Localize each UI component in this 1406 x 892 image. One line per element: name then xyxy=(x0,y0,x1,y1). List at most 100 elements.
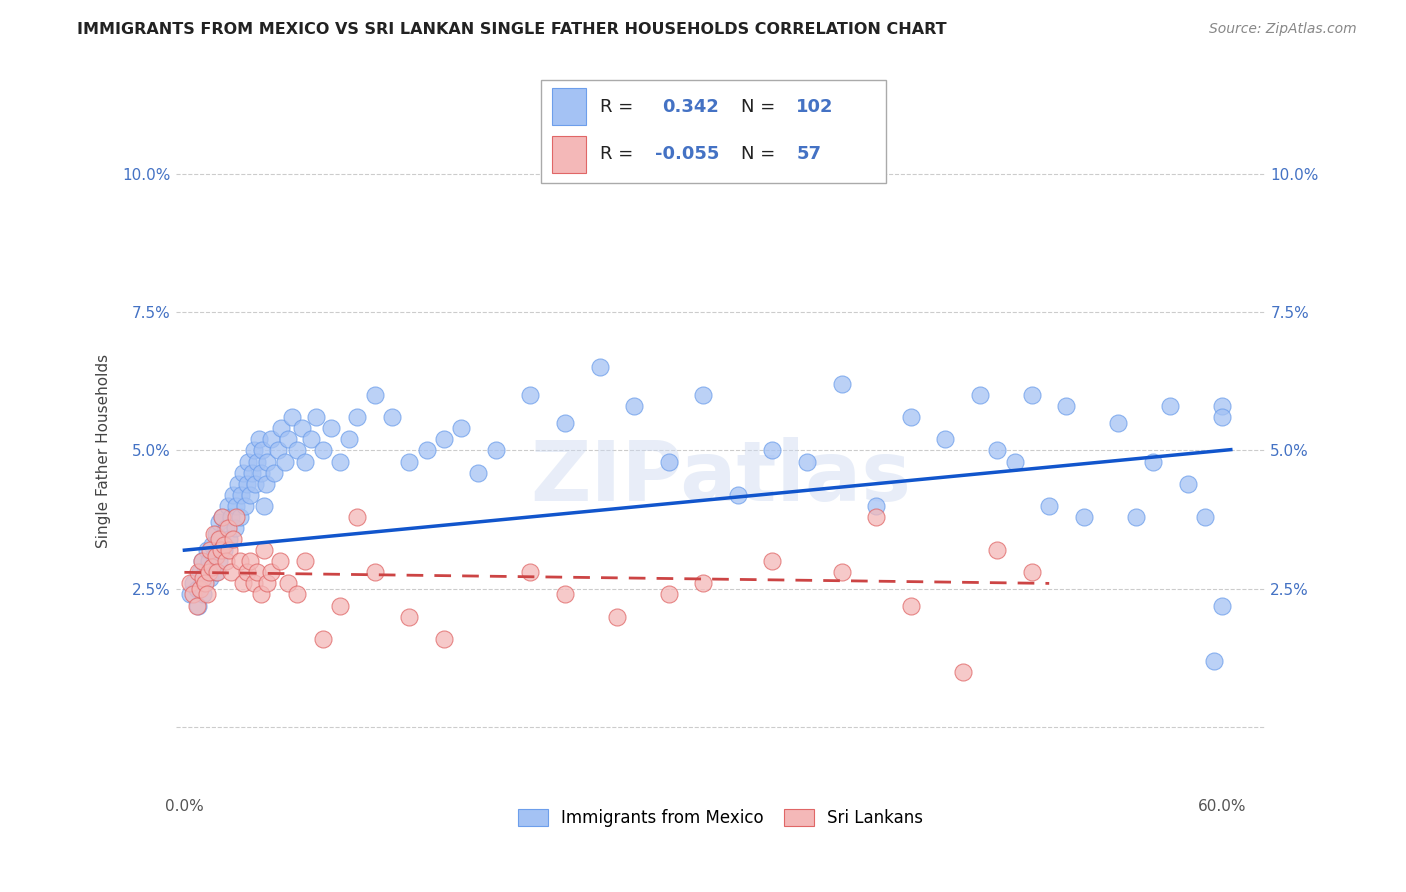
Point xyxy=(219,566,242,580)
Point xyxy=(195,587,218,601)
Text: R =: R = xyxy=(600,145,633,163)
Point xyxy=(246,454,269,468)
Point xyxy=(363,566,385,580)
Point xyxy=(294,454,316,468)
Point xyxy=(188,566,211,580)
Point xyxy=(305,410,328,425)
Point xyxy=(274,454,297,468)
Text: N =: N = xyxy=(741,145,775,163)
Point xyxy=(294,554,316,568)
Text: IMMIGRANTS FROM MEXICO VS SRI LANKAN SINGLE FATHER HOUSEHOLDS CORRELATION CHART: IMMIGRANTS FROM MEXICO VS SRI LANKAN SIN… xyxy=(77,22,948,37)
Point xyxy=(249,587,271,601)
Point xyxy=(346,410,368,425)
Point xyxy=(291,421,314,435)
FancyBboxPatch shape xyxy=(541,80,886,183)
Point xyxy=(193,571,215,585)
Point xyxy=(337,433,360,447)
Point xyxy=(692,576,714,591)
Point xyxy=(187,599,209,613)
Point xyxy=(181,576,204,591)
Point xyxy=(934,433,956,447)
Point xyxy=(222,532,245,546)
Point xyxy=(1021,566,1043,580)
Point xyxy=(200,571,222,585)
Point xyxy=(186,582,208,596)
Point xyxy=(204,549,226,563)
Point xyxy=(224,521,246,535)
Point xyxy=(299,433,322,447)
Point xyxy=(277,576,299,591)
Point xyxy=(232,466,254,480)
Point xyxy=(186,599,208,613)
Point xyxy=(267,443,290,458)
Legend: Immigrants from Mexico, Sri Lankans: Immigrants from Mexico, Sri Lankans xyxy=(512,802,929,834)
Point xyxy=(256,454,278,468)
Point xyxy=(280,410,302,425)
Point xyxy=(467,466,489,480)
Point xyxy=(1211,599,1233,613)
Text: R =: R = xyxy=(600,98,633,116)
Point xyxy=(208,554,231,568)
Point xyxy=(381,410,404,425)
Point xyxy=(188,582,211,596)
Point xyxy=(1021,388,1043,402)
Point xyxy=(796,454,818,468)
Point xyxy=(329,454,352,468)
Point xyxy=(986,443,1008,458)
Point xyxy=(202,549,225,563)
Point xyxy=(831,376,853,391)
Point xyxy=(208,516,231,530)
Point xyxy=(1202,654,1225,668)
Point xyxy=(179,587,201,601)
Point xyxy=(207,543,229,558)
Point xyxy=(1142,454,1164,468)
Point xyxy=(900,599,922,613)
FancyBboxPatch shape xyxy=(551,88,586,126)
Point xyxy=(229,554,252,568)
Point xyxy=(212,538,235,552)
Point xyxy=(246,566,269,580)
Point xyxy=(233,499,256,513)
Point xyxy=(1211,399,1233,413)
Text: -0.055: -0.055 xyxy=(655,145,720,163)
Point xyxy=(225,499,247,513)
Point xyxy=(865,510,887,524)
Point xyxy=(187,566,209,580)
Point xyxy=(761,443,783,458)
Point xyxy=(623,399,645,413)
Point xyxy=(519,566,541,580)
Point xyxy=(727,488,749,502)
Point xyxy=(329,599,352,613)
Point xyxy=(692,388,714,402)
Point xyxy=(277,433,299,447)
Point xyxy=(270,421,292,435)
Point xyxy=(1038,499,1060,513)
Point xyxy=(212,543,235,558)
Point xyxy=(242,576,264,591)
Point xyxy=(193,587,215,601)
Point xyxy=(225,510,247,524)
Y-axis label: Single Father Households: Single Father Households xyxy=(97,353,111,548)
Text: Source: ZipAtlas.com: Source: ZipAtlas.com xyxy=(1209,22,1357,37)
Point xyxy=(658,454,681,468)
Point xyxy=(208,532,231,546)
Point xyxy=(202,526,225,541)
Point xyxy=(195,543,218,558)
Point xyxy=(312,443,335,458)
Point xyxy=(1004,454,1026,468)
Point xyxy=(312,632,335,646)
Point xyxy=(969,388,991,402)
Point xyxy=(238,454,260,468)
Point xyxy=(269,554,291,568)
Point xyxy=(197,554,219,568)
Point xyxy=(194,566,217,580)
Point xyxy=(245,476,267,491)
Point xyxy=(197,566,219,580)
Point xyxy=(398,454,420,468)
Point xyxy=(1177,476,1199,491)
Point xyxy=(207,566,229,580)
Point xyxy=(253,499,276,513)
Point xyxy=(231,488,253,502)
Point xyxy=(226,476,249,491)
Point xyxy=(217,499,239,513)
